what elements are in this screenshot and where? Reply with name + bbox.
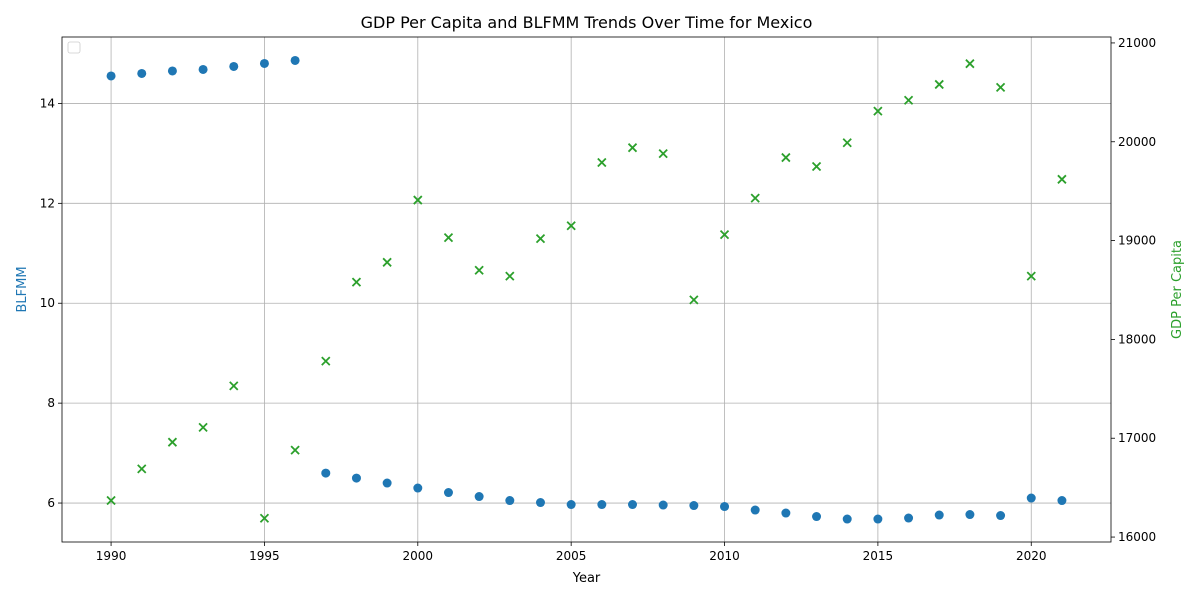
chart-title: GDP Per Capita and BLFMM Trends Over Tim… xyxy=(361,13,813,32)
gdp-point xyxy=(1026,271,1036,281)
blfmm-point xyxy=(842,514,852,524)
blfmm-point xyxy=(137,68,147,78)
gdp-point xyxy=(259,513,270,523)
data-marks xyxy=(106,55,1067,524)
blfmm-point xyxy=(198,64,208,74)
blfmm-point xyxy=(229,61,239,71)
y-left-axis-title: BLFMM xyxy=(15,266,30,312)
blfmm-point xyxy=(290,55,300,65)
gdp-point xyxy=(351,277,362,287)
x-tick-label: 2015 xyxy=(863,549,894,563)
blfmm-point xyxy=(1057,496,1067,506)
y-right-axis-title: GDP Per Capita xyxy=(1170,240,1185,339)
gdp-point xyxy=(413,195,423,205)
gdp-point xyxy=(995,82,1006,93)
y-left-tick-label: 8 xyxy=(47,396,55,410)
blfmm-point xyxy=(812,512,822,522)
gdp-point xyxy=(137,464,147,474)
blfmm-point xyxy=(628,500,638,510)
x-axis-title: Year xyxy=(572,571,601,586)
gdp-point xyxy=(842,138,852,148)
blfmm-point xyxy=(996,511,1006,521)
y-right-tick-label: 16000 xyxy=(1118,530,1156,544)
gdp-point xyxy=(934,79,944,90)
gdp-point xyxy=(750,193,760,203)
legend-box xyxy=(67,41,81,54)
blfmm-point xyxy=(934,510,944,520)
gdp-point xyxy=(321,356,331,366)
gdp-point xyxy=(167,437,178,447)
gdp-point xyxy=(382,257,392,267)
blfmm-point xyxy=(259,58,269,68)
gdp-point xyxy=(443,232,454,243)
y-right-tick-label: 19000 xyxy=(1118,234,1156,248)
blfmm-point xyxy=(658,500,668,510)
blfmm-point xyxy=(781,508,791,518)
y-left-tick-label: 10 xyxy=(40,296,55,310)
blfmm-point xyxy=(750,505,760,515)
grid xyxy=(62,37,1111,542)
y-right-tick-label: 17000 xyxy=(1118,431,1156,445)
x-tick-label: 1995 xyxy=(249,549,280,563)
gdp-point xyxy=(811,161,822,172)
gdp-point xyxy=(566,221,576,231)
blfmm-point xyxy=(720,502,730,512)
blfmm-point xyxy=(351,473,361,483)
gdp-point xyxy=(781,152,791,163)
blfmm-point xyxy=(1026,493,1036,503)
y-left-tick-label: 6 xyxy=(47,496,55,510)
axis-ticks: 1990 1995 2000 2005 2010 2015 2020 6 8 10 12 14 1600… xyxy=(40,36,1156,563)
x-tick-label: 2020 xyxy=(1016,549,1047,563)
x-tick-label: 2010 xyxy=(709,549,740,563)
blfmm-point xyxy=(505,496,515,506)
x-tick-label: 1990 xyxy=(96,549,127,563)
gdp-point xyxy=(903,95,914,105)
gdp-point xyxy=(658,148,668,159)
gdp-point xyxy=(689,295,699,305)
blfmm-point xyxy=(321,468,331,478)
blfmm-point xyxy=(873,514,883,524)
gdp-point xyxy=(290,445,300,455)
gdp-point xyxy=(873,106,883,116)
blfmm-point xyxy=(474,492,484,502)
gdp-point xyxy=(535,233,546,244)
y-right-tick-label: 18000 xyxy=(1118,332,1156,346)
blfmm-point xyxy=(597,500,607,510)
x-tick-label: 2005 xyxy=(556,549,587,563)
y-left-tick-label: 12 xyxy=(40,196,55,210)
gdp-point xyxy=(965,59,975,69)
gdp-point xyxy=(627,143,638,153)
gdp-point xyxy=(106,495,116,506)
blfmm-point xyxy=(382,478,392,488)
blfmm-point xyxy=(965,510,975,520)
blfmm-point xyxy=(689,501,699,511)
blfmm-point xyxy=(443,488,453,498)
y-right-tick-label: 21000 xyxy=(1118,36,1156,50)
blfmm-point xyxy=(535,498,545,508)
y-left-tick-label: 14 xyxy=(40,96,55,110)
blfmm-point xyxy=(106,71,116,81)
gdp-point xyxy=(474,265,484,275)
blfmm-point xyxy=(413,483,423,493)
x-tick-label: 2000 xyxy=(403,549,434,563)
gdp-point xyxy=(229,381,239,391)
gdp-point xyxy=(597,157,607,168)
gdp-point xyxy=(719,230,730,240)
blfmm-point xyxy=(566,500,576,510)
plot-frame xyxy=(61,36,1112,543)
gdp-point xyxy=(1057,174,1067,184)
blfmm-point xyxy=(167,66,177,76)
y-right-tick-label: 20000 xyxy=(1118,135,1156,149)
blfmm-point xyxy=(904,513,914,523)
gdp-point xyxy=(198,422,208,432)
gdp-point xyxy=(505,271,515,281)
